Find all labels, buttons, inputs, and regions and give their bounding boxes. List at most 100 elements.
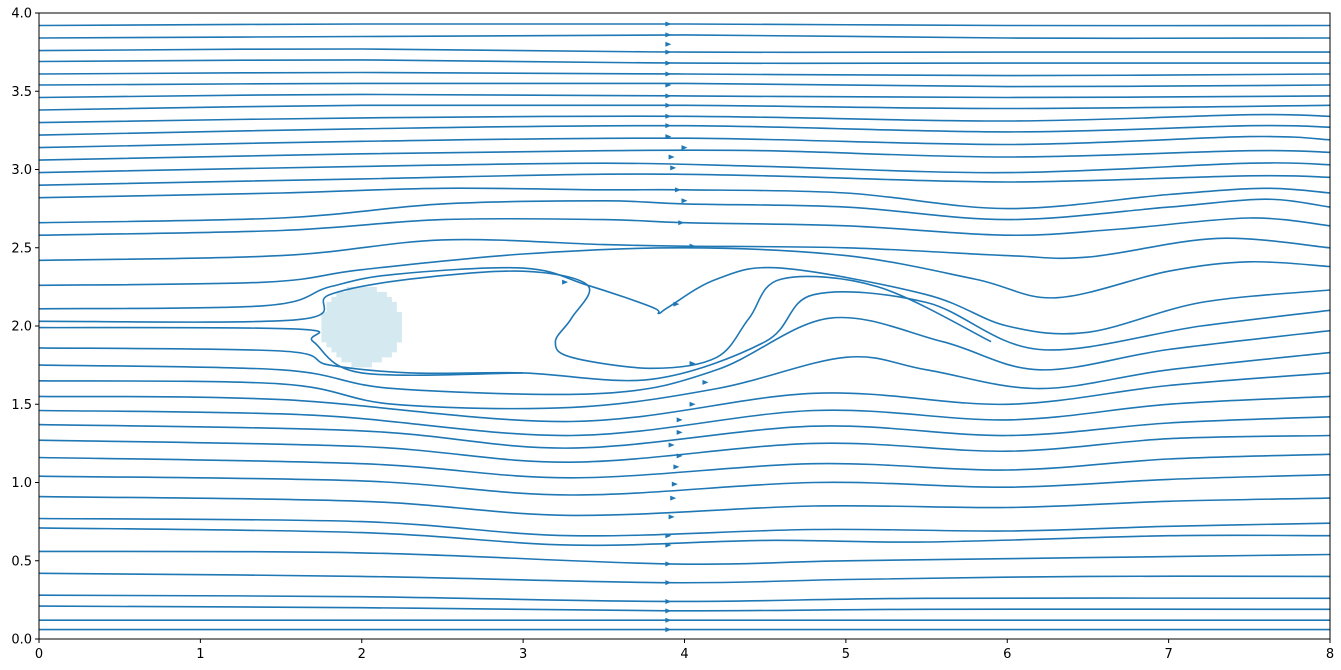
axes: 0 1 2 3 4 5 6 7 8 0.0 0.5 1.0 1.5 2.0 2.5 3.0 3.5 4.0 bbox=[11, 7, 1334, 663]
y-tick-label: 2.5 bbox=[11, 241, 32, 256]
streamline-10 bbox=[39, 453, 1330, 479]
streamline-arrow-3 bbox=[665, 598, 672, 604]
streamline-arrow-34 bbox=[665, 60, 672, 66]
x-tick-label: 1 bbox=[196, 647, 204, 662]
streamline-arrow-5 bbox=[665, 561, 672, 567]
streamline-37 bbox=[39, 48, 1330, 54]
obstacle-circle bbox=[321, 286, 402, 368]
streamline-arrow-2 bbox=[665, 608, 672, 614]
streamline-18 bbox=[39, 326, 524, 377]
streamline-arrow-13 bbox=[668, 442, 675, 448]
y-tick-label: 4.0 bbox=[11, 7, 32, 22]
streamline-arrow-21 bbox=[678, 220, 685, 226]
streamline-arrow-16 bbox=[689, 401, 696, 407]
streamline-arrow-39 bbox=[562, 279, 569, 285]
y-tick-label: 1.0 bbox=[11, 476, 32, 491]
streamline-arrow-38 bbox=[665, 21, 672, 27]
x-tick-label: 2 bbox=[358, 647, 366, 662]
streamline-arrow-17 bbox=[702, 379, 709, 385]
streamline-30 bbox=[39, 124, 1330, 136]
streamline-arrow-15 bbox=[676, 417, 683, 423]
streamline-arrow-10 bbox=[671, 481, 678, 487]
streamline-39 bbox=[39, 22, 1330, 27]
streamline-3 bbox=[39, 594, 1330, 603]
y-tick-label: 0.5 bbox=[11, 554, 32, 569]
streamline-11 bbox=[39, 434, 1330, 464]
streamline-35 bbox=[39, 71, 1330, 77]
streamline-26 bbox=[39, 173, 1330, 186]
y-tick-label: 2.0 bbox=[11, 320, 32, 335]
streamline-arrow-0 bbox=[665, 627, 672, 633]
streamline-33 bbox=[39, 93, 1330, 99]
streamline-20 bbox=[39, 266, 1330, 335]
streamline-arrow-8 bbox=[668, 514, 675, 520]
streamline-arrow-19 bbox=[673, 301, 680, 307]
streamline-arrow-28 bbox=[665, 123, 672, 129]
y-tick-label: 0.0 bbox=[11, 633, 32, 648]
streamline-38 bbox=[39, 34, 1330, 40]
streamline-arrow-25 bbox=[668, 154, 675, 160]
x-tick-label: 3 bbox=[519, 647, 527, 662]
streamline-13 bbox=[39, 395, 1330, 437]
streamline-arrow-27 bbox=[665, 134, 672, 140]
streamline-25 bbox=[39, 187, 1330, 210]
streamline-arrow-31 bbox=[665, 93, 672, 99]
streamline-16 bbox=[39, 316, 1330, 396]
streamline-arrow-26 bbox=[681, 145, 688, 151]
streamline-arrow-11 bbox=[673, 464, 680, 470]
streamline-arrow-18 bbox=[689, 361, 696, 367]
streamline-arrow-9 bbox=[670, 495, 677, 501]
streamline-arrow-12 bbox=[676, 453, 683, 459]
streamline-arrow-7 bbox=[665, 533, 672, 539]
streamline-arrow-24 bbox=[670, 165, 677, 171]
streamline-24 bbox=[39, 198, 1330, 224]
streamline-arrow-1 bbox=[665, 617, 672, 623]
streamline-31 bbox=[39, 113, 1330, 124]
y-tick-label: 3.5 bbox=[11, 85, 32, 100]
streamline-28 bbox=[39, 149, 1330, 161]
x-tick-label: 7 bbox=[1164, 647, 1172, 662]
streamline-6 bbox=[39, 527, 1330, 547]
x-tick-label: 0 bbox=[35, 647, 43, 662]
plot-area bbox=[39, 21, 1330, 633]
streamline-9 bbox=[39, 473, 1330, 496]
x-tick-label: 5 bbox=[842, 647, 850, 662]
streamline-arrow-20 bbox=[689, 243, 696, 249]
streamline-27 bbox=[39, 162, 1330, 174]
streamline-7 bbox=[39, 517, 1330, 537]
streamline-36 bbox=[39, 59, 1330, 65]
streamline-arrow-36 bbox=[665, 41, 672, 47]
y-tick-label: 1.5 bbox=[11, 398, 32, 413]
streamline-12 bbox=[39, 416, 1330, 449]
streamline-arrow-6 bbox=[665, 542, 672, 548]
streamline-8 bbox=[39, 495, 1330, 517]
streamline-29 bbox=[39, 135, 1330, 149]
streamline-arrow-29 bbox=[665, 113, 672, 119]
streamline-arrow-23 bbox=[675, 187, 682, 193]
x-tick-label: 8 bbox=[1326, 647, 1334, 662]
streamline-17 bbox=[39, 291, 1330, 382]
streamline-2 bbox=[39, 605, 1330, 612]
x-tick-label: 6 bbox=[1003, 647, 1011, 662]
streamline-34 bbox=[39, 82, 1330, 88]
y-tick-label: 3.0 bbox=[11, 163, 32, 178]
streamline-4 bbox=[39, 572, 1330, 584]
streamline-21 bbox=[39, 246, 1330, 299]
streamline-23 bbox=[39, 217, 1330, 237]
streamline-32 bbox=[39, 104, 1330, 111]
streamline-arrow-32 bbox=[665, 82, 672, 88]
streamline-arrow-35 bbox=[665, 49, 672, 55]
streamline-arrow-22 bbox=[681, 198, 688, 204]
streamline-arrow-37 bbox=[665, 32, 672, 38]
streamline-arrow-30 bbox=[665, 102, 672, 108]
streamline-arrow-4 bbox=[665, 580, 672, 586]
streamline-arrow-14 bbox=[676, 429, 683, 435]
streamline-19 bbox=[39, 270, 992, 370]
x-tick-label: 4 bbox=[680, 647, 688, 662]
streamline-22 bbox=[39, 237, 1330, 262]
streamline-14 bbox=[39, 372, 1330, 423]
streamline-5 bbox=[39, 550, 1330, 565]
streamline-15 bbox=[39, 351, 1330, 410]
